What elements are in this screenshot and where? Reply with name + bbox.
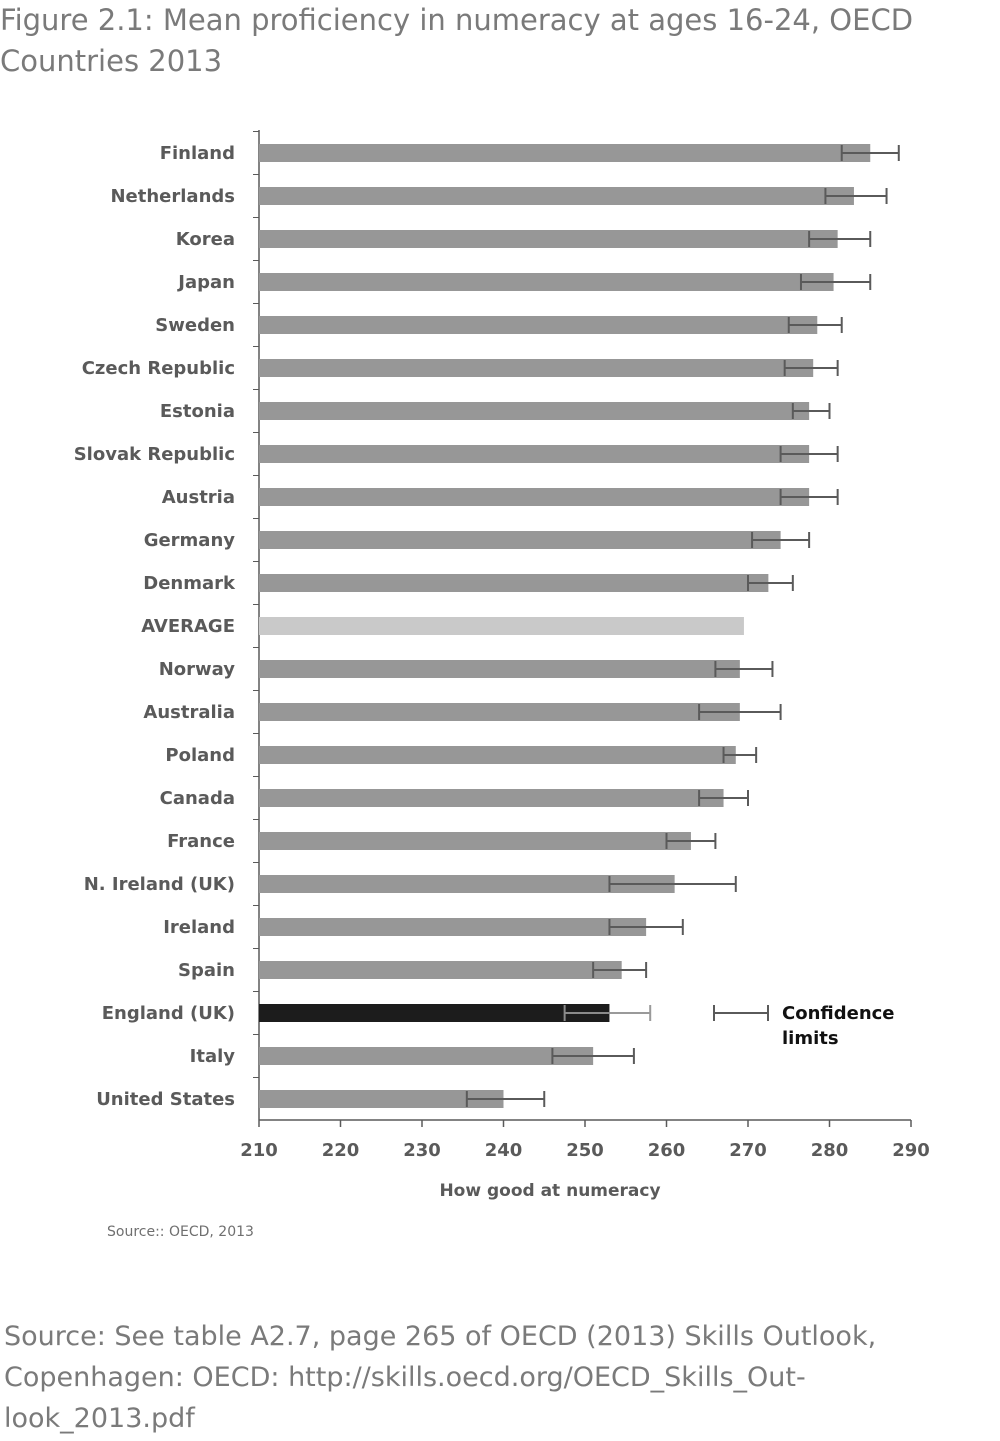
bar-sweden (259, 316, 818, 334)
bar-slovak-republic (259, 445, 810, 463)
bar-czech-republic (259, 359, 814, 377)
legend-label-line2: limits (782, 1028, 839, 1049)
bar-norway (259, 660, 740, 678)
x-tick-label-230: 230 (403, 1140, 441, 1161)
category-label-norway: Norway (159, 659, 236, 680)
x-tick-label-240: 240 (485, 1140, 523, 1161)
figure-title: Figure 2.1: Mean proficiency in numeracy… (0, 0, 960, 82)
x-tick-label-260: 260 (648, 1140, 686, 1161)
bar-poland (259, 746, 736, 764)
bar-japan (259, 273, 834, 291)
bar-average (259, 617, 744, 635)
category-label-average: AVERAGE (141, 616, 235, 637)
bar-france (259, 832, 691, 850)
category-label-denmark: Denmark (143, 573, 236, 594)
category-label-germany: Germany (144, 530, 236, 551)
category-label-france: France (167, 831, 235, 852)
category-label-n-ireland-uk: N. Ireland (UK) (84, 874, 235, 895)
footer-source: Source: See table A2.7, page 265 of OECD… (4, 1316, 964, 1439)
category-label-poland: Poland (165, 745, 235, 766)
x-axis-title: How good at numeracy (439, 1181, 660, 1201)
bar-canada (259, 789, 724, 807)
category-label-netherlands: Netherlands (110, 186, 235, 207)
category-label-finland: Finland (160, 143, 235, 164)
category-label-austria: Austria (162, 487, 235, 508)
footer-source-line1: Source: See table A2.7, page 265 of OECD… (4, 1321, 877, 1352)
bar-united-states (259, 1090, 504, 1108)
legend-label-line1: Confidence (782, 1003, 895, 1024)
category-label-japan: Japan (176, 272, 235, 293)
bar-denmark (259, 574, 769, 592)
category-label-sweden: Sweden (155, 315, 235, 336)
category-label-england-uk: England (UK) (102, 1003, 235, 1024)
bar-korea (259, 230, 838, 248)
chart-source-note: Source:: OECD, 2013 (107, 1224, 254, 1240)
category-label-slovak-republic: Slovak Republic (74, 444, 235, 465)
x-tick-label-210: 210 (240, 1140, 278, 1161)
bar-germany (259, 531, 781, 549)
x-tick-label-280: 280 (811, 1140, 849, 1161)
x-tick-label-220: 220 (322, 1140, 360, 1161)
figure-title-line2: Countries 2013 (0, 44, 223, 78)
bar-spain (259, 961, 622, 979)
footer-source-line3: look_2013.pdf (4, 1403, 195, 1434)
x-tick-label-250: 250 (566, 1140, 604, 1161)
x-tick-label-270: 270 (729, 1140, 767, 1161)
figure-title-line1: Figure 2.1: Mean proficiency in numeracy… (0, 3, 914, 37)
category-label-australia: Australia (143, 702, 235, 723)
category-label-estonia: Estonia (160, 401, 235, 422)
bar-england-uk (259, 1004, 610, 1022)
bar-italy (259, 1047, 594, 1065)
bar-estonia (259, 402, 810, 420)
category-label-czech-republic: Czech Republic (82, 358, 235, 379)
category-label-korea: Korea (176, 229, 235, 250)
bar-austria (259, 488, 810, 506)
x-tick-label-290: 290 (892, 1140, 930, 1161)
bar-n-ireland-uk (259, 875, 675, 893)
bar-australia (259, 703, 740, 721)
category-label-united-states: United States (96, 1089, 235, 1110)
category-label-canada: Canada (160, 788, 235, 809)
category-label-spain: Spain (178, 960, 235, 981)
bar-chart: 210 220 230 240 250 260 270 280 290 How good at n… (74, 130, 930, 1201)
bar-netherlands (259, 187, 854, 205)
footer-source-line2: Copenhagen: OECD: http://skills.oecd.org… (4, 1362, 806, 1393)
bar-finland (259, 144, 871, 162)
bar-ireland (259, 918, 647, 936)
category-label-ireland: Ireland (163, 917, 235, 938)
category-label-italy: Italy (190, 1046, 236, 1067)
